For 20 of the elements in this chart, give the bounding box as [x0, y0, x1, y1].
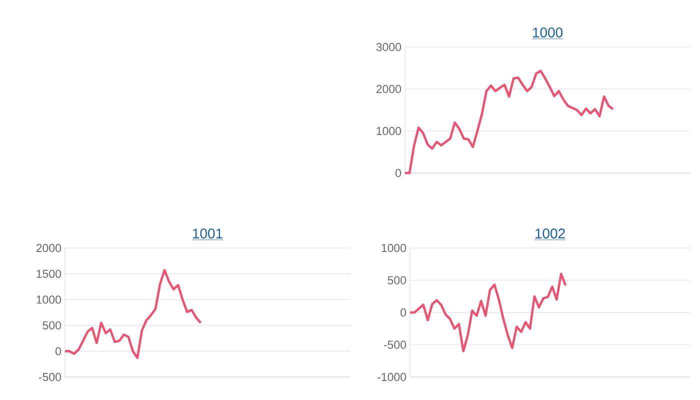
line-series — [408, 272, 567, 352]
y-tick-label: 1500 — [36, 270, 62, 278]
y-tick-label: 2000 — [36, 244, 62, 252]
y-tick-label: 1000 — [376, 126, 402, 136]
y-tick-label: -500 — [384, 340, 406, 349]
y-tick-label: -1000 — [378, 372, 406, 382]
y-tick-label: 1000 — [382, 244, 406, 252]
chart-title: 1000 — [533, 28, 563, 38]
y-tick-label: -500 — [38, 372, 62, 382]
y-tick-label: 500 — [388, 276, 406, 284]
y-tick-label: 500 — [42, 321, 62, 330]
line-series — [64, 269, 202, 360]
y-tick-label: 3000 — [376, 42, 402, 52]
y-tick-label: 0 — [56, 347, 62, 356]
y-tick-label: 2000 — [376, 84, 402, 94]
y-tick-label: 0 — [400, 308, 406, 317]
y-tick-label: 0 — [396, 168, 402, 178]
chart-title: 1002 — [536, 228, 565, 238]
chart-title: 1001 — [193, 228, 222, 238]
y-tick-label: 1000 — [36, 296, 62, 304]
